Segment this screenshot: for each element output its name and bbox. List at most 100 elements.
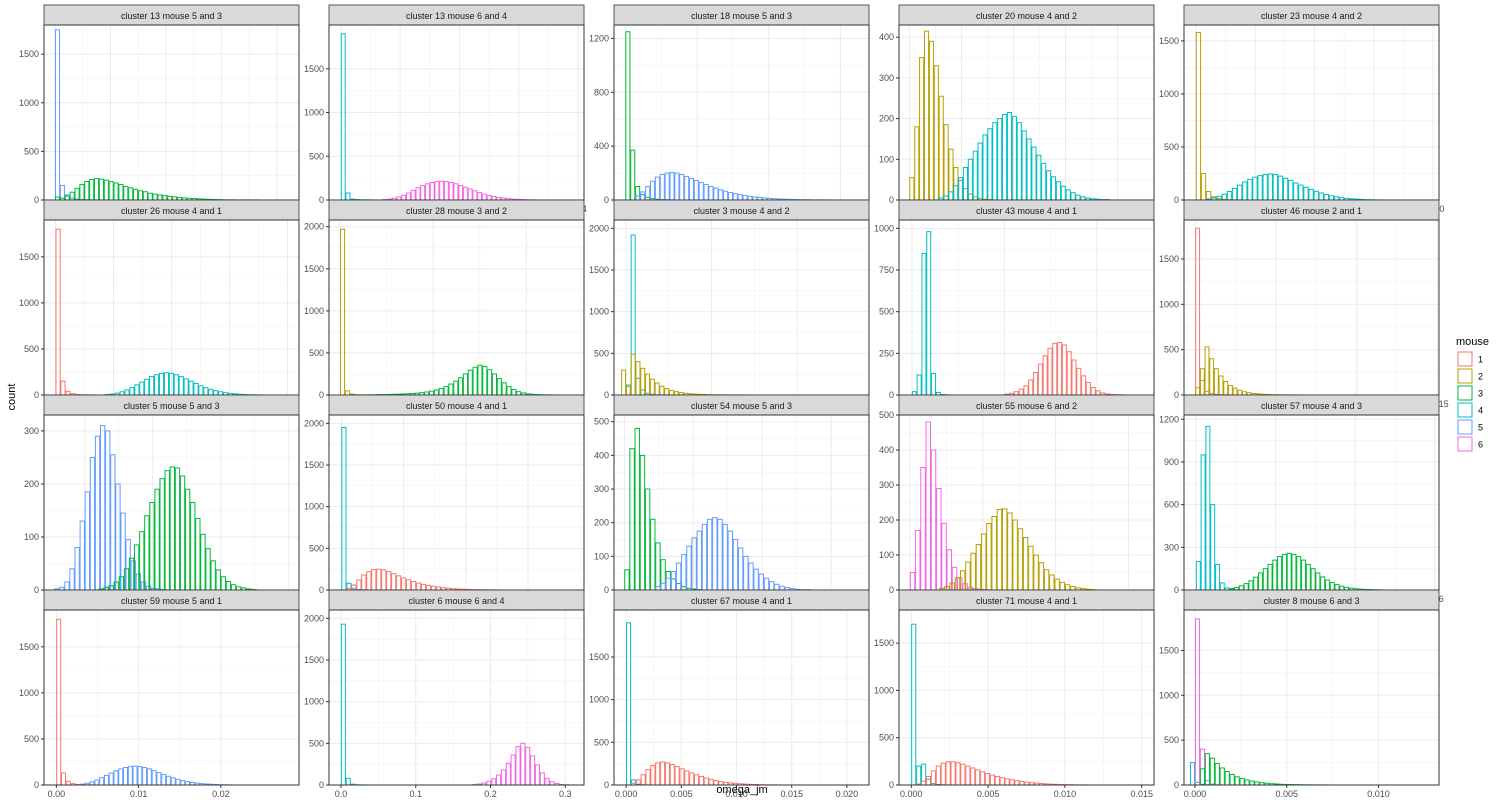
y-tick-label: 0 [604, 195, 609, 205]
histogram-bar [645, 186, 651, 200]
y-tick-label: 500 [879, 410, 894, 420]
histogram-bar [975, 544, 982, 590]
histogram-bars [909, 421, 1097, 590]
histogram-bar [1318, 192, 1324, 200]
panel-background [1184, 220, 1439, 395]
x-tick-label: 0.015 [1130, 789, 1153, 799]
histogram-bar [944, 586, 950, 590]
y-tick-label: 1500 [19, 49, 39, 59]
facet-title: cluster 28 mouse 3 and 2 [406, 206, 507, 216]
x-tick-label: 0.000 [1184, 789, 1207, 799]
y-tick-label: 500 [879, 307, 894, 317]
facet-panel: cluster 3 mouse 4 and 20.0000.0050.01005… [589, 199, 870, 409]
histogram-bar [410, 581, 417, 590]
histogram-bar [176, 196, 183, 200]
histogram-bar [1100, 392, 1106, 395]
y-tick-label: 2000 [304, 418, 324, 428]
y-tick-label: 500 [24, 344, 39, 354]
histogram-bar [167, 195, 173, 200]
histogram-bar [688, 393, 694, 395]
panel-background [899, 220, 1154, 395]
histogram-bar [723, 781, 729, 785]
histogram-bar [1033, 554, 1039, 590]
histogram-bar [696, 530, 702, 590]
histogram-bar [391, 197, 397, 200]
histogram-bar [443, 181, 449, 200]
histogram-bar [486, 780, 492, 785]
histogram-bar [916, 374, 922, 395]
histogram-bar [629, 448, 635, 590]
histogram-bar [691, 537, 697, 590]
histogram-bar [948, 148, 954, 200]
histogram-bar [1214, 762, 1220, 785]
y-tick-label: 500 [24, 734, 39, 744]
histogram-bar [1028, 545, 1034, 590]
y-tick-label: 2000 [304, 222, 324, 232]
histogram-bar [1277, 556, 1283, 590]
histogram-bar [59, 197, 65, 200]
histogram-bar [703, 777, 709, 785]
y-tick-label: 300 [879, 73, 894, 83]
y-tick-label: 200 [24, 479, 39, 489]
histogram-bar [1007, 512, 1013, 590]
legend-item: 5 [1457, 419, 1483, 435]
y-tick-label: 0 [319, 780, 324, 790]
histogram-bar [1070, 586, 1076, 590]
facet-panel: cluster 54 mouse 5 and 30.000.010.020.03… [594, 394, 870, 604]
histogram-bar [79, 520, 85, 590]
histogram-bar [414, 392, 420, 395]
panel-background [614, 610, 869, 785]
histogram-bar [1009, 392, 1015, 395]
histogram-bar [425, 584, 432, 590]
legend-item: 2 [1457, 368, 1483, 384]
histogram-bar [114, 392, 120, 395]
y-tick-label: 0 [1174, 195, 1179, 205]
histogram-bar [1205, 425, 1211, 590]
histogram-bar [997, 118, 1003, 200]
histogram-bar [438, 387, 444, 395]
histogram-bar [762, 197, 768, 200]
histogram-bar [69, 568, 75, 590]
histogram-bar [626, 622, 632, 785]
histogram-bar [727, 192, 734, 200]
histogram-bar [678, 392, 684, 395]
histogram-bar [659, 385, 665, 395]
x-tick-label: 0.01 [130, 789, 148, 799]
histogram-bar [1320, 576, 1326, 590]
facet-title: cluster 67 mouse 4 and 1 [691, 596, 792, 606]
facet-panel: cluster 18 mouse 5 and 30.0000.0050.0100… [589, 4, 870, 214]
histogram-bar [928, 40, 934, 200]
x-tick-label: 0.0 [335, 789, 348, 799]
histogram-bar [149, 376, 155, 395]
y-tick-label: 1500 [874, 638, 894, 648]
histogram-bar [433, 389, 439, 395]
y-tick-label: 500 [1164, 345, 1179, 355]
histogram-bar [396, 196, 402, 200]
histogram-bar [1006, 112, 1013, 200]
histogram-bar [965, 561, 971, 590]
x-tick-label: 0.005 [977, 789, 1000, 799]
histogram-bar [142, 767, 148, 785]
facet-panel: cluster 23 mouse 4 and 20.0000.0050.0100… [1159, 4, 1444, 214]
facet-title: cluster 54 mouse 5 and 3 [691, 401, 792, 411]
histogram-bar [94, 435, 101, 590]
histogram-bar [1254, 781, 1260, 785]
histogram-bar [925, 775, 932, 785]
histogram-bar [943, 195, 949, 200]
facet-title: cluster 23 mouse 4 and 2 [1261, 11, 1362, 21]
x-tick-label: 0.005 [670, 789, 693, 799]
histogram-bar [950, 761, 956, 785]
x-tick-label: 0.2 [484, 789, 497, 799]
histogram-bar [1047, 347, 1053, 395]
histogram-bar [401, 577, 407, 590]
histogram-bar [962, 166, 969, 200]
histogram-bar [1298, 184, 1304, 200]
histogram-bar [954, 577, 961, 590]
facet-title: cluster 18 mouse 5 and 3 [691, 11, 792, 21]
histogram-bar [340, 623, 346, 785]
histogram-bar [189, 781, 195, 785]
histogram-bar [164, 470, 170, 590]
histogram-bar [401, 194, 407, 200]
histogram-bar [59, 184, 65, 200]
y-tick-label: 1000 [19, 98, 39, 108]
